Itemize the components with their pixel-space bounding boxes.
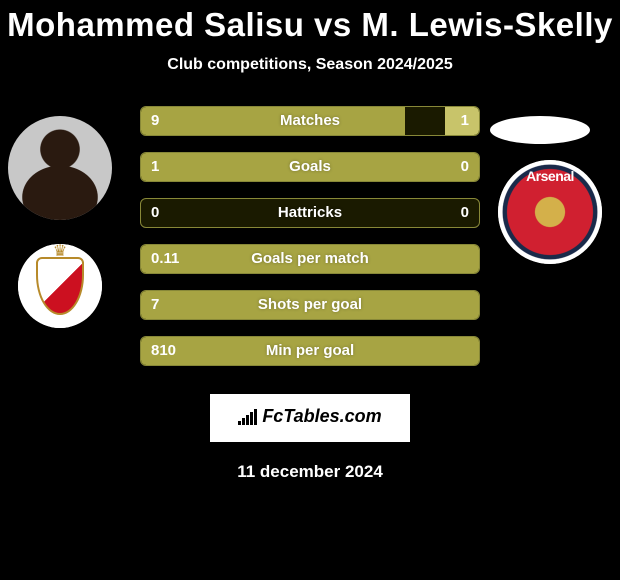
club1-badge: ♛ (18, 244, 102, 328)
stat-label: Goals per match (141, 245, 479, 273)
player2-avatar-oval (490, 116, 590, 144)
stat-row: 00Hattricks (140, 198, 480, 228)
player1-silhouette-icon (8, 116, 112, 220)
snapshot-date: 11 december 2024 (0, 462, 620, 482)
club2-badge: Arsenal (498, 160, 602, 264)
stat-row: 10Goals (140, 152, 480, 182)
stat-label: Hattricks (141, 199, 479, 227)
stat-row: 0.11Goals per match (140, 244, 480, 274)
stats-column: 91Matches 10Goals 00Hattricks 0.11Goals per… (140, 106, 480, 382)
arsenal-crest-icon: Arsenal (498, 160, 602, 264)
stat-label: Matches (141, 107, 479, 135)
stat-row: 810Min per goal (140, 336, 480, 366)
monaco-crown-icon: ♛ (42, 247, 78, 261)
signal-bars-icon (238, 409, 258, 430)
branding-text: FcTables.com (262, 406, 381, 426)
arsenal-crest-label: Arsenal (526, 168, 574, 184)
comparison-title: Mohammed Salisu vs M. Lewis-Skelly (0, 0, 620, 44)
monaco-crest-icon: ♛ (18, 244, 102, 328)
stat-row: 91Matches (140, 106, 480, 136)
branding-badge: FcTables.com (210, 394, 409, 442)
stat-label: Shots per goal (141, 291, 479, 319)
stat-label: Goals (141, 153, 479, 181)
footer: FcTables.com 11 december 2024 (0, 394, 620, 482)
comparison-subtitle: Club competitions, Season 2024/2025 (0, 56, 620, 74)
stat-row: 7Shots per goal (140, 290, 480, 320)
player1-avatar (8, 116, 112, 220)
stat-label: Min per goal (141, 337, 479, 365)
monaco-shield-icon: ♛ (36, 257, 84, 315)
